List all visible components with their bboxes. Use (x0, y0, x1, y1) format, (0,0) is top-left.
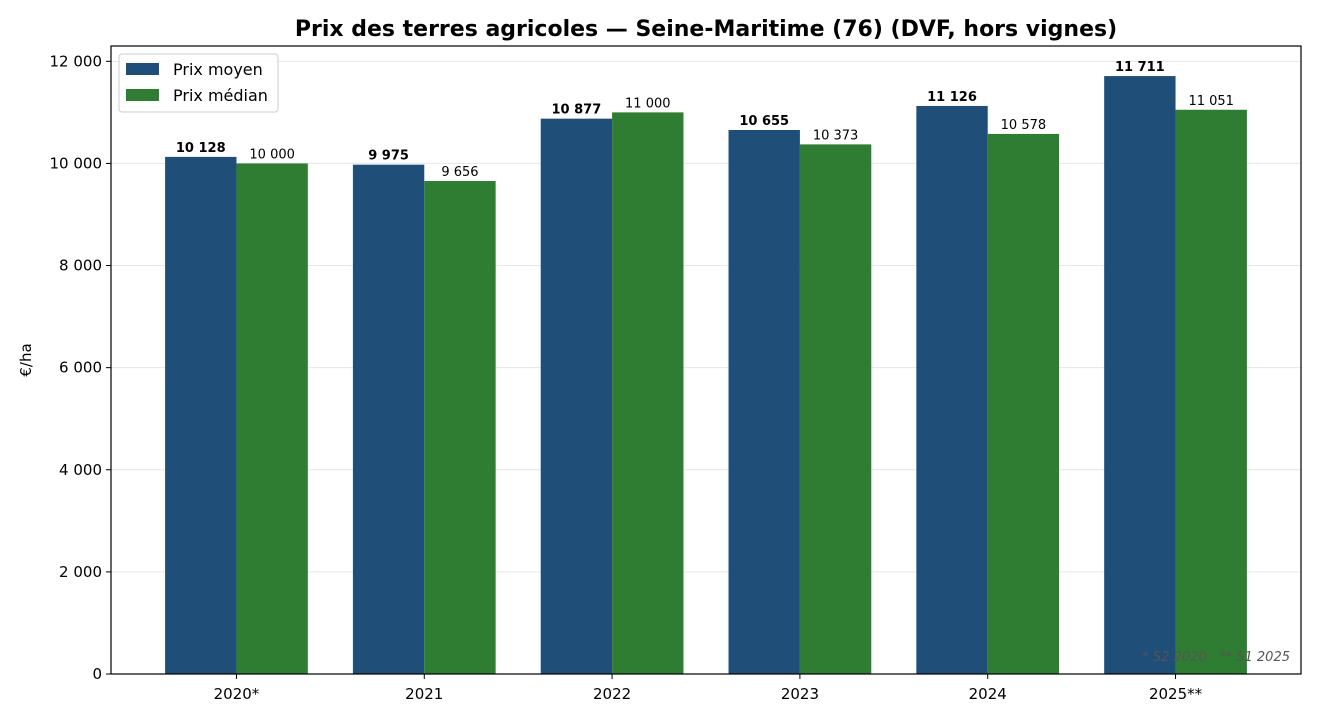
x-tick-label: 2025** (1149, 685, 1203, 703)
bar-moyen (728, 129, 800, 674)
bar-median (987, 133, 1060, 675)
data-label: 9 656 (441, 165, 478, 180)
bar-moyen (165, 156, 237, 674)
data-label: 11 711 (1115, 60, 1165, 75)
bar-moyen (916, 105, 988, 675)
data-label: 9 975 (368, 149, 409, 164)
x-tick-label: 2021 (405, 685, 443, 703)
y-tick-label: 4 000 (59, 461, 102, 479)
data-label: 10 578 (1001, 118, 1047, 133)
y-tick-label: 10 000 (50, 154, 103, 172)
y-axis-label: €/ha (17, 343, 35, 376)
x-tick-label: 2022 (593, 685, 631, 703)
data-label: 10 877 (552, 103, 602, 118)
legend-label: Prix médian (173, 86, 268, 105)
legend-swatch (126, 63, 159, 75)
y-tick-label: 2 000 (59, 563, 102, 581)
data-label: 11 126 (927, 90, 977, 105)
plot-frame (110, 45, 1302, 675)
y-tick-label: 8 000 (59, 257, 102, 275)
bar-moyen (540, 118, 613, 674)
x-tick-label: 2024 (969, 685, 1007, 703)
bar-median (1175, 109, 1247, 674)
bar-median (236, 163, 308, 674)
bar-median (799, 144, 872, 675)
y-tick-label: 0 (92, 665, 102, 683)
x-tick-label: 2023 (781, 685, 819, 703)
footnote: * S2 2020 ** S1 2025 (1142, 650, 1290, 665)
legend-swatch (126, 89, 159, 101)
data-label: 10 655 (739, 114, 789, 129)
y-tick-label: 6 000 (59, 359, 102, 377)
chart-title: Prix des terres agricoles — Seine-Mariti… (295, 17, 1117, 42)
bar-moyen (1104, 76, 1176, 675)
data-label: 10 000 (249, 147, 295, 162)
data-label: 10 373 (813, 128, 859, 143)
legend: Prix moyen Prix médian (118, 53, 279, 113)
legend-label: Prix moyen (173, 60, 263, 79)
data-label: 11 051 (1188, 94, 1234, 109)
data-label: 10 128 (176, 141, 226, 156)
y-tick-label: 12 000 (50, 52, 103, 70)
bar-median (424, 180, 496, 674)
bar-moyen (352, 164, 425, 674)
bar-median (612, 112, 684, 675)
x-tick-label: 2020* (214, 685, 260, 703)
data-label: 11 000 (625, 96, 671, 111)
